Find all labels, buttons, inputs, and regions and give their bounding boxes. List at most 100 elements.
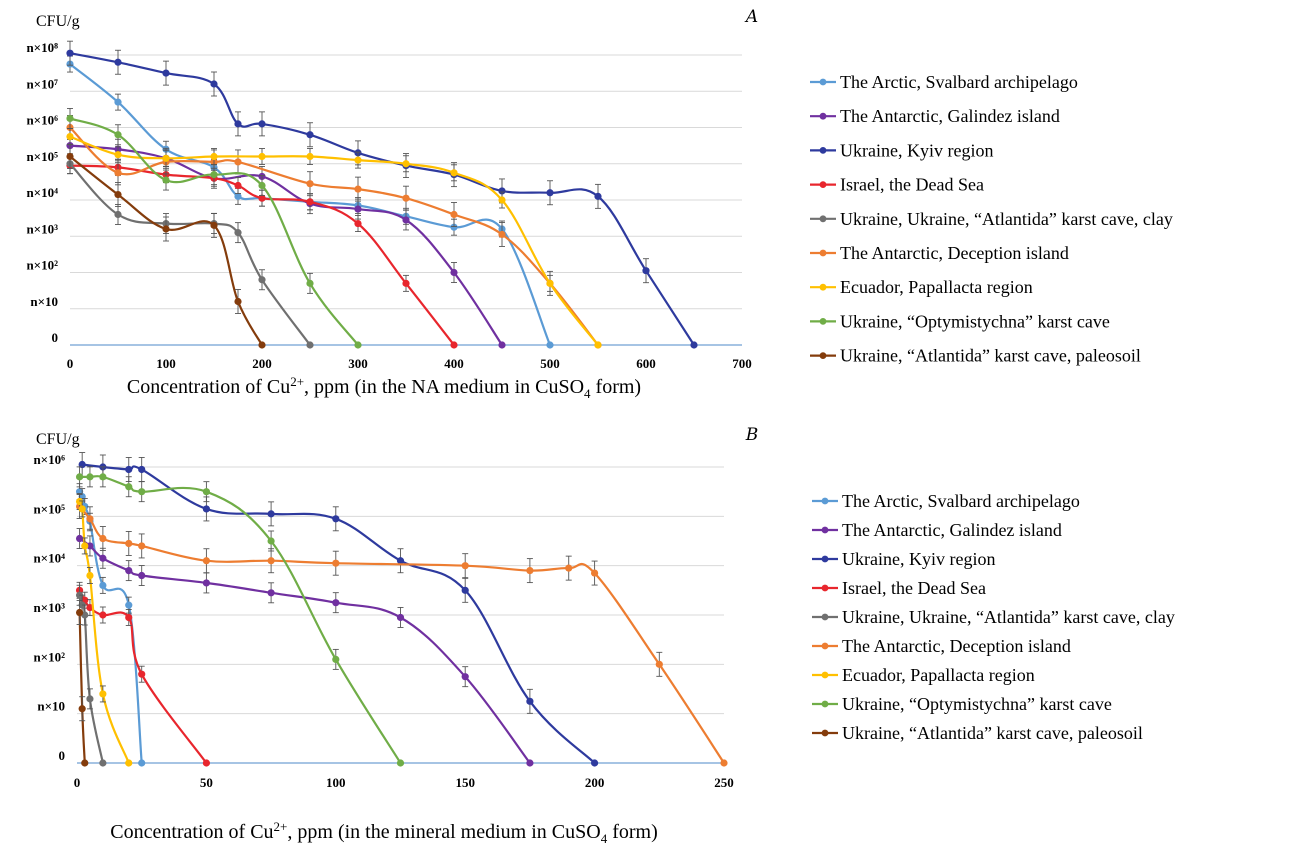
legend-swatch-marker <box>821 497 829 505</box>
data-point <box>396 759 405 767</box>
data-point <box>546 341 554 349</box>
data-point <box>720 759 728 767</box>
legend-item: The Antarctic, Deception island <box>812 636 1071 656</box>
data-point <box>162 69 170 77</box>
data-point <box>210 152 218 161</box>
series-2 <box>66 135 506 349</box>
data-point <box>114 169 122 177</box>
data-point <box>591 569 599 577</box>
data-point <box>210 221 218 229</box>
y-tick-label: n×10⁶ <box>26 113 58 128</box>
data-point <box>66 49 74 57</box>
data-point <box>114 210 122 219</box>
x-tick-label: 150 <box>455 775 475 790</box>
series-2 <box>75 528 534 767</box>
legend-label: Israel, the Dead Sea <box>842 578 986 598</box>
data-point <box>354 219 362 228</box>
legend-item: Ukraine, Kyiv region <box>810 140 993 160</box>
y-tick-label: n×10³ <box>33 600 65 615</box>
data-point <box>234 120 242 128</box>
y-tick-label: n×10 <box>30 294 58 309</box>
x-tick-label: 400 <box>444 356 464 371</box>
legend-item: Israel, the Dead Sea <box>812 578 986 598</box>
legend-label: Ukraine, Kyiv region <box>840 140 993 160</box>
legend-item: The Arctic, Svalbard archipelago <box>812 491 1080 511</box>
data-point <box>210 171 218 179</box>
data-point <box>546 189 554 197</box>
legend-swatch-marker <box>821 584 829 592</box>
data-point <box>591 759 599 767</box>
data-point <box>114 131 122 139</box>
data-point <box>461 562 469 570</box>
panel-label-a: A <box>744 7 758 27</box>
series-3 <box>78 452 599 767</box>
data-point <box>354 185 362 193</box>
data-point <box>114 190 122 199</box>
data-point <box>402 279 410 287</box>
y-tick-label: n×10⁴ <box>26 185 58 200</box>
x-tick-label: 0 <box>67 356 74 371</box>
data-point <box>125 539 133 548</box>
y-tick-label: n×10⁴ <box>33 551 65 566</box>
legend-item: Ukraine, “Atlantida” karst cave, paleoso… <box>812 723 1143 743</box>
data-point <box>526 567 534 575</box>
data-point <box>332 599 340 607</box>
y-tick-label: n×10⁸ <box>26 40 58 55</box>
data-point <box>66 152 74 161</box>
y-tick-label: n×10² <box>26 258 58 273</box>
data-point <box>594 341 602 349</box>
data-point <box>234 158 242 166</box>
data-point <box>461 673 469 681</box>
data-point <box>202 488 210 496</box>
series-line <box>69 144 503 346</box>
data-point <box>138 571 146 580</box>
data-point <box>99 534 107 543</box>
data-point <box>267 589 275 597</box>
data-point <box>258 120 266 128</box>
data-point <box>138 488 146 496</box>
series-line <box>69 163 311 346</box>
y-tick-label: n×10⁶ <box>33 452 65 467</box>
legend-swatch-marker <box>819 215 827 223</box>
x-axis-title-b: Concentration of Cu2+, ppm (in the miner… <box>110 819 658 846</box>
data-point <box>450 223 458 231</box>
data-point <box>258 152 266 161</box>
series-line <box>69 164 455 346</box>
y-tick-label: n×10² <box>33 649 65 664</box>
data-point <box>75 497 84 506</box>
data-point <box>75 534 84 543</box>
y-unit-label-a: CFU/g <box>36 13 80 30</box>
data-point <box>234 181 242 190</box>
legend-swatch-marker <box>821 700 829 708</box>
legend-item: Ecuador, Papallacta region <box>812 665 1035 685</box>
legend-swatch-marker <box>819 147 827 154</box>
legend-label: The Arctic, Svalbard archipelago <box>840 72 1078 92</box>
x-tick-label: 600 <box>636 356 656 371</box>
legend-item: The Antarctic, Deception island <box>810 243 1069 263</box>
data-point <box>138 465 146 474</box>
legend-swatch-marker <box>821 526 829 534</box>
data-point <box>461 586 469 594</box>
data-point <box>99 473 107 481</box>
series-line <box>69 52 695 346</box>
y-tick-label: n×10³ <box>26 221 58 236</box>
data-point <box>306 279 314 287</box>
data-point <box>210 80 218 88</box>
data-point <box>565 564 573 572</box>
data-point <box>78 505 86 513</box>
series-8 <box>75 466 405 767</box>
data-point <box>690 341 698 349</box>
data-point <box>306 131 314 139</box>
x-tick-label: 0 <box>74 775 81 790</box>
data-point <box>202 505 210 513</box>
data-point <box>267 557 275 565</box>
legend-label: Ukraine, Ukraine, “Atlantida” karst cave… <box>842 607 1175 627</box>
legend-label: The Arctic, Svalbard archipelago <box>842 491 1080 511</box>
series-7 <box>75 493 133 767</box>
data-point <box>526 697 534 705</box>
data-point <box>81 542 89 550</box>
legend-swatch-marker <box>819 318 827 325</box>
series-line <box>78 537 531 764</box>
data-point <box>642 267 650 275</box>
